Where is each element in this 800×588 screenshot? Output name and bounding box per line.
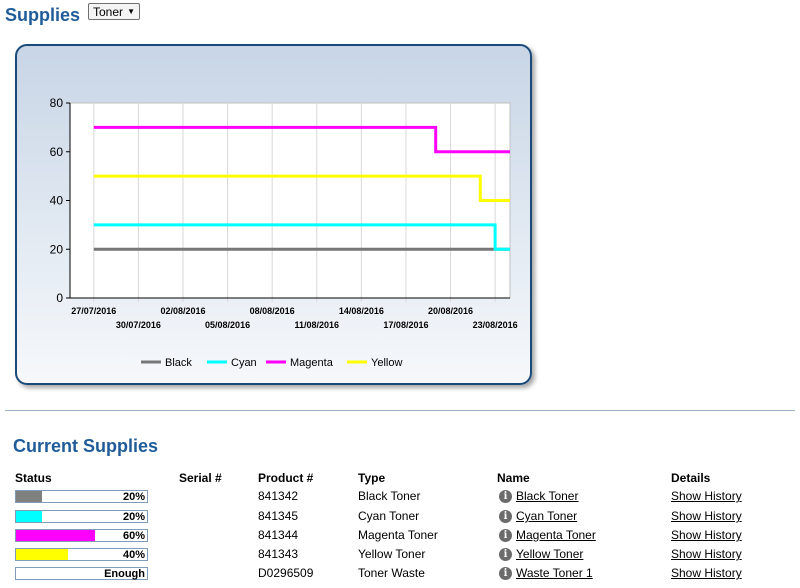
- supply-name-link[interactable]: Black Toner: [516, 489, 579, 503]
- product-cell: 841344: [258, 528, 299, 542]
- chevron-down-icon: ▼: [127, 7, 135, 16]
- col-type: Type: [358, 471, 386, 485]
- type-cell: Cyan Toner: [358, 509, 420, 523]
- legend-label-cyan: Cyan: [231, 357, 257, 369]
- plot-area: [69, 102, 511, 299]
- supply-type-select[interactable]: Toner ▼: [88, 3, 140, 20]
- y-tick-label: 20: [50, 242, 64, 256]
- supply-name-link[interactable]: Magenta Toner: [516, 528, 596, 542]
- page-title: Supplies: [5, 5, 81, 25]
- x-tick-label: 23/08/2016: [473, 320, 518, 330]
- supplies-chart-panel: 27/07/2016 02/08/2016 08/08/2016 14/08/2016…: [15, 44, 532, 385]
- show-history-link[interactable]: Show History: [671, 528, 742, 542]
- info-icon[interactable]: i: [499, 510, 512, 524]
- y-tick-label: 60: [50, 145, 64, 159]
- series-line-yellow: [93, 174, 510, 202]
- supply-name-link[interactable]: Cyan Toner: [516, 509, 578, 523]
- show-history[interactable]: Show History: [671, 528, 742, 542]
- status-level-bar: Enough: [15, 567, 148, 580]
- show-history[interactable]: Show History: [671, 566, 742, 580]
- x-tick-label: 20/08/2016: [428, 306, 473, 316]
- status-level-text: 20%: [122, 491, 145, 503]
- x-tick-label: 17/08/2016: [383, 320, 428, 330]
- status-level-text: 20%: [122, 511, 145, 523]
- info-icon[interactable]: i: [499, 490, 512, 504]
- status-level-text: Enough: [104, 568, 145, 580]
- name-cell: i Cyan Toner: [499, 509, 578, 524]
- type-cell: Yellow Toner: [358, 547, 426, 561]
- info-icon[interactable]: i: [499, 567, 512, 581]
- series-line-cyan: [93, 223, 510, 251]
- info-icon[interactable]: i: [499, 529, 512, 543]
- status-level-fill: [16, 511, 43, 522]
- x-tick-label: 30/07/2016: [116, 320, 161, 330]
- x-tick-label: 11/08/2016: [294, 320, 339, 330]
- col-details: Details: [671, 471, 711, 485]
- status-level-text: 40%: [122, 549, 145, 561]
- show-history-link[interactable]: Show History: [671, 566, 742, 580]
- legend-label-yellow: Yellow: [371, 357, 402, 369]
- name-cell: i Magenta Toner: [499, 528, 596, 543]
- x-tick-label: 08/08/2016: [250, 306, 295, 316]
- supply-name-link[interactable]: Yellow Toner: [516, 547, 584, 561]
- y-tick-label: 0: [56, 291, 63, 305]
- show-history[interactable]: Show History: [671, 489, 742, 503]
- status-level-bar: 20%: [15, 490, 148, 503]
- status-level-text: 60%: [122, 530, 145, 542]
- x-tick-label: 05/08/2016: [205, 320, 250, 330]
- col-name: Name: [497, 471, 530, 485]
- product-cell: 841343: [258, 547, 299, 561]
- x-tick-label: 27/07/2016: [71, 306, 116, 316]
- x-tick-label: 14/08/2016: [339, 306, 384, 316]
- type-cell: Magenta Toner: [358, 528, 438, 542]
- type-cell: Black Toner: [358, 489, 421, 503]
- y-tick-label: 80: [50, 96, 64, 110]
- show-history-link[interactable]: Show History: [671, 509, 742, 523]
- y-tick-label: 40: [50, 194, 64, 208]
- status-level-bar: 60%: [15, 529, 148, 542]
- status-level-fill: [16, 491, 43, 502]
- supply-name-link[interactable]: Waste Toner 1: [516, 566, 593, 580]
- show-history[interactable]: Show History: [671, 509, 742, 523]
- series-line-magenta: [93, 125, 510, 154]
- name-cell: i Black Toner: [499, 489, 579, 504]
- legend-label-magenta: Magenta: [290, 357, 334, 369]
- current-supplies-heading: Current Supplies: [13, 436, 159, 456]
- product-cell: 841342: [258, 489, 299, 503]
- section-divider: [5, 410, 795, 411]
- status-level-bar: 20%: [15, 510, 148, 523]
- legend-label-black: Black: [165, 357, 192, 369]
- supplies-chart: 27/07/2016 02/08/2016 08/08/2016 14/08/2016…: [50, 96, 518, 369]
- col-product: Product #: [258, 471, 314, 485]
- col-serial: Serial #: [179, 471, 222, 485]
- col-status: Status: [15, 471, 52, 485]
- x-tick-label: 02/08/2016: [160, 306, 205, 316]
- product-cell: 841345: [258, 509, 299, 523]
- show-history-link[interactable]: Show History: [671, 489, 742, 503]
- product-cell: D0296509: [258, 566, 314, 580]
- show-history-link[interactable]: Show History: [671, 547, 742, 561]
- type-cell: Toner Waste: [358, 566, 425, 580]
- info-icon[interactable]: i: [499, 548, 512, 562]
- name-cell: i Waste Toner 1: [499, 566, 593, 581]
- name-cell: i Yellow Toner: [499, 547, 584, 562]
- supply-type-value: Toner: [93, 4, 124, 19]
- show-history[interactable]: Show History: [671, 547, 742, 561]
- status-level-fill: [16, 549, 69, 560]
- status-level-bar: 40%: [15, 548, 148, 561]
- status-level-fill: [16, 530, 95, 541]
